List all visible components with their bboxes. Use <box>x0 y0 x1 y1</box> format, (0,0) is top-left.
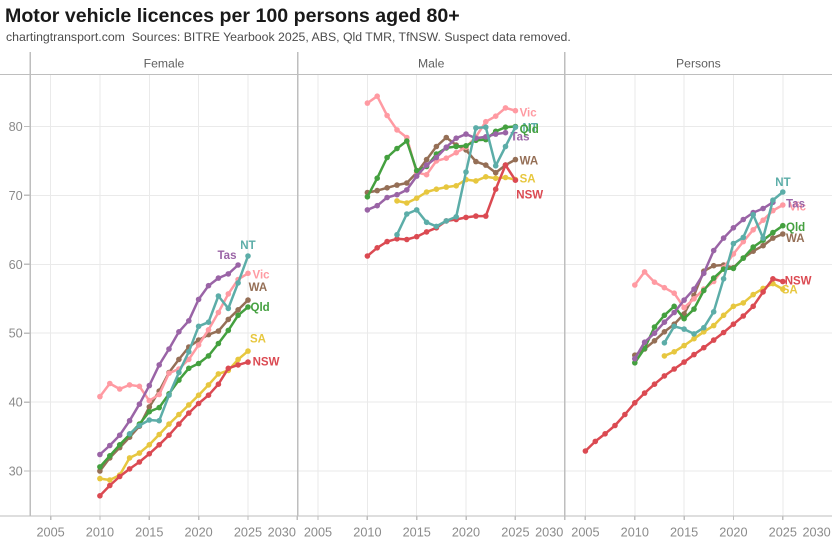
svg-text:2025: 2025 <box>234 525 262 539</box>
svg-text:2010: 2010 <box>86 525 114 539</box>
svg-text:Persons: Persons <box>676 57 721 71</box>
svg-text:30: 30 <box>9 465 23 479</box>
svg-text:Qld: Qld <box>520 124 539 136</box>
svg-text:Vic: Vic <box>253 270 271 282</box>
svg-text:40: 40 <box>9 396 23 410</box>
svg-text:2030: 2030 <box>535 525 563 539</box>
svg-text:SA: SA <box>250 334 266 346</box>
svg-text:Female: Female <box>144 57 185 71</box>
svg-text:2025: 2025 <box>501 525 529 539</box>
svg-text:Qld: Qld <box>251 302 270 314</box>
svg-text:2010: 2010 <box>353 525 381 539</box>
svg-text:Tas: Tas <box>786 199 805 211</box>
svg-text:NT: NT <box>775 177 790 189</box>
svg-text:chartingtransport.com Sources: chartingtransport.com Sources: BITRE Yea… <box>6 30 571 44</box>
svg-text:Tas: Tas <box>511 132 530 144</box>
svg-text:NSW: NSW <box>253 357 280 369</box>
svg-text:2015: 2015 <box>135 525 163 539</box>
svg-text:80: 80 <box>9 120 23 134</box>
svg-text:WA: WA <box>786 233 805 245</box>
svg-text:NT: NT <box>523 123 538 135</box>
svg-text:Tas: Tas <box>218 250 237 262</box>
svg-text:WA: WA <box>249 282 268 294</box>
svg-text:NSW: NSW <box>785 276 812 288</box>
svg-text:WA: WA <box>520 156 539 168</box>
svg-text:SA: SA <box>520 174 536 186</box>
svg-text:2010: 2010 <box>621 525 649 539</box>
svg-text:2030: 2030 <box>802 525 830 539</box>
svg-text:70: 70 <box>9 189 23 203</box>
svg-text:2005: 2005 <box>36 525 64 539</box>
svg-text:2005: 2005 <box>304 525 332 539</box>
svg-text:2015: 2015 <box>670 525 698 539</box>
svg-text:Qld: Qld <box>786 222 805 234</box>
svg-text:NSW: NSW <box>516 190 543 202</box>
svg-text:2030: 2030 <box>268 525 296 539</box>
svg-text:2020: 2020 <box>452 525 480 539</box>
svg-text:50: 50 <box>9 327 23 341</box>
svg-text:Vic: Vic <box>520 108 538 120</box>
svg-text:Motor vehicle licences per 100: Motor vehicle licences per 100 persons a… <box>5 5 460 27</box>
svg-text:Male: Male <box>418 57 445 71</box>
svg-text:2015: 2015 <box>403 525 431 539</box>
svg-text:SA: SA <box>782 285 798 297</box>
svg-text:2020: 2020 <box>184 525 212 539</box>
svg-text:2005: 2005 <box>571 525 599 539</box>
svg-text:Vic: Vic <box>789 202 807 214</box>
svg-text:60: 60 <box>9 258 23 272</box>
svg-text:2020: 2020 <box>719 525 747 539</box>
svg-text:NT: NT <box>240 240 255 252</box>
svg-text:2025: 2025 <box>769 525 797 539</box>
